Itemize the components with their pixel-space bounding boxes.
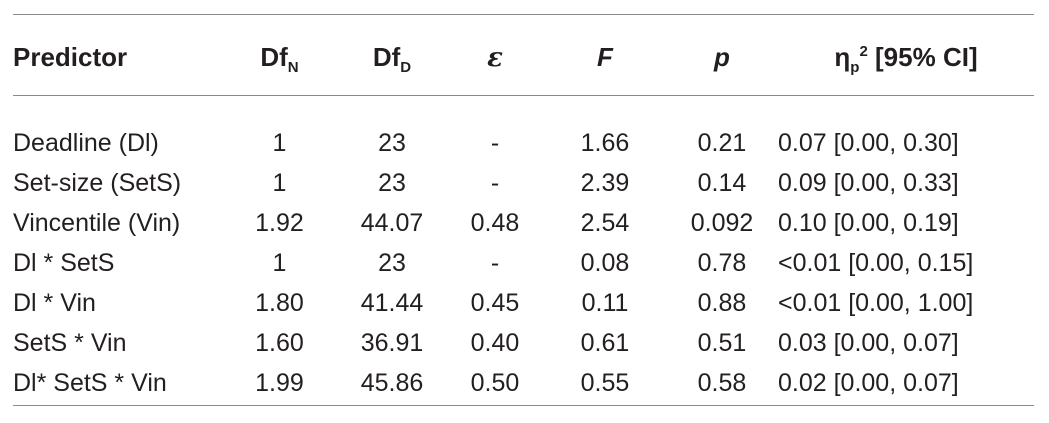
cell-epsilon: - xyxy=(490,128,500,157)
cell-p: 0.092 xyxy=(690,208,754,237)
cell-dfn: 1 xyxy=(272,128,287,157)
cell-epsilon: 0.40 xyxy=(470,328,520,357)
cell-dfd: 45.86 xyxy=(360,368,424,397)
cell-dfn: 1.92 xyxy=(255,208,304,237)
table-row: Vincentile (Vin) 1.92 44.07 0.48 2.54 0.092 0.… xyxy=(13,203,1034,243)
table-row: Dl * Vin 1.80 41.44 0.45 0.11 0.88 <0.01 [0.00… xyxy=(13,283,1034,323)
cell-p: 0.21 xyxy=(697,128,747,157)
cell-dfd: 36.91 xyxy=(360,328,424,357)
table-row: Set-size (SetS) 1 23 - 2.39 0.14 0.09 [0.00, 0… xyxy=(13,163,1034,203)
cell-f: 1.66 xyxy=(580,128,630,157)
cell-f: 0.08 xyxy=(580,248,630,277)
cell-eta-ci: 0.07 [0.00, 0.30] xyxy=(778,128,959,157)
cell-p: 0.78 xyxy=(697,248,747,277)
cell-predictor: Deadline (Dl) xyxy=(13,128,159,157)
cell-predictor: Dl* SetS * Vin xyxy=(13,368,167,397)
header-dfn: DfN xyxy=(260,41,299,76)
cell-p: 0.58 xyxy=(697,368,747,397)
header-p: p xyxy=(714,41,730,72)
cell-f: 0.11 xyxy=(581,288,629,317)
header-epsilon: ε xyxy=(487,42,503,73)
cell-eta-ci: <0.01 [0.00, 0.15] xyxy=(778,248,974,277)
cell-epsilon: - xyxy=(490,168,500,197)
results-table: Predictor DfN DfD ε F p ηp2 [95% CI] Dea… xyxy=(13,15,1034,403)
cell-eta-ci: 0.03 [0.00, 0.07] xyxy=(778,328,959,357)
cell-eta-ci: 0.09 [0.00, 0.33] xyxy=(778,168,959,197)
top-rule xyxy=(13,14,1034,15)
cell-eta-ci: <0.01 [0.00, 1.00] xyxy=(778,288,974,317)
cell-dfn: 1.60 xyxy=(255,328,304,357)
bottom-rule xyxy=(13,405,1034,406)
cell-epsilon: 0.50 xyxy=(470,368,520,397)
cell-dfd: 23 xyxy=(378,128,406,157)
cell-dfn: 1.80 xyxy=(255,288,304,317)
cell-f: 0.61 xyxy=(580,328,630,357)
header-rule xyxy=(13,95,1034,96)
cell-dfd: 41.44 xyxy=(360,288,424,317)
header-dfd: DfD xyxy=(372,41,412,76)
cell-epsilon: - xyxy=(490,248,500,277)
cell-predictor: Dl * Vin xyxy=(13,288,96,317)
cell-dfn: 1.99 xyxy=(255,368,304,397)
cell-dfd: 44.07 xyxy=(360,208,424,237)
cell-dfn: 1 xyxy=(272,168,287,197)
cell-p: 0.51 xyxy=(697,328,747,357)
header-eta: ηp2 [95% CI] xyxy=(834,41,978,76)
table-row: Dl * SetS 1 23 - 0.08 0.78 <0.01 [0.00, 0.15] xyxy=(13,243,1034,283)
cell-f: 2.39 xyxy=(580,168,630,197)
cell-epsilon: 0.45 xyxy=(470,288,520,317)
header-row: Predictor DfN DfD ε F p ηp2 [95% CI] xyxy=(13,15,1034,97)
cell-p: 0.88 xyxy=(697,288,747,317)
cell-dfd: 23 xyxy=(378,248,406,277)
cell-f: 0.55 xyxy=(580,368,630,397)
cell-eta-ci: 0.02 [0.00, 0.07] xyxy=(778,368,959,397)
cell-predictor: Vincentile (Vin) xyxy=(13,208,181,237)
table-row: Deadline (Dl) 1 23 - 1.66 0.21 0.07 [0.00, 0.3… xyxy=(13,97,1034,163)
cell-predictor: Set-size (SetS) xyxy=(13,168,182,197)
cell-predictor: Dl * SetS xyxy=(13,248,115,277)
cell-epsilon: 0.48 xyxy=(470,208,520,237)
cell-predictor: SetS * Vin xyxy=(13,328,127,357)
header-f: F xyxy=(597,41,613,72)
cell-eta-ci: 0.10 [0.00, 0.19] xyxy=(778,208,959,237)
cell-f: 2.54 xyxy=(580,208,630,237)
header-predictor: Predictor xyxy=(13,41,128,72)
cell-dfd: 23 xyxy=(378,168,406,197)
cell-dfn: 1 xyxy=(272,248,287,277)
table-row: SetS * Vin 1.60 36.91 0.40 0.61 0.51 0.03 [0.0… xyxy=(13,323,1034,363)
table-row: Dl* SetS * Vin 1.99 45.86 0.50 0.55 0.58 0.02 … xyxy=(13,363,1034,403)
cell-p: 0.14 xyxy=(697,168,747,197)
